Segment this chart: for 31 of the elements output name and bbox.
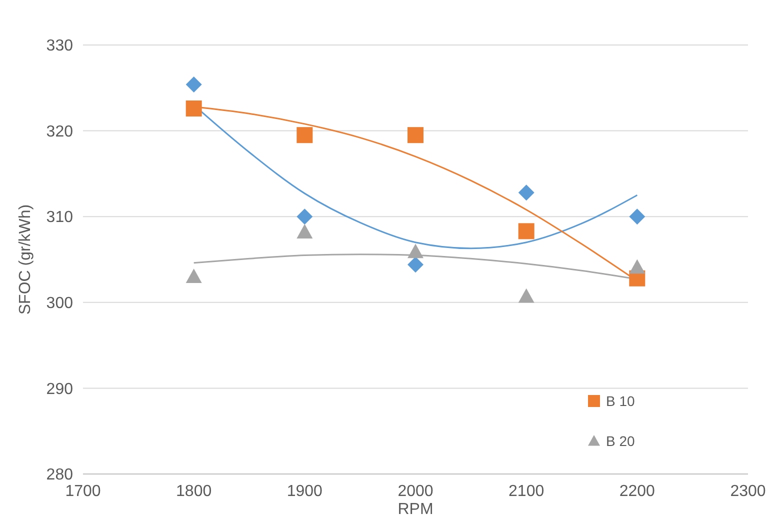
point	[296, 224, 313, 238]
x-tick-label: 1800	[176, 483, 212, 500]
y-tick-label: 290	[46, 380, 74, 398]
x-axis-title: RPM	[398, 501, 434, 518]
x-tick-label: 2100	[508, 483, 544, 500]
x-tick-label: 2300	[730, 483, 766, 500]
x-tick-label: 1700	[65, 483, 101, 500]
point	[629, 259, 646, 274]
point	[186, 76, 202, 92]
point	[296, 208, 313, 225]
point	[629, 208, 646, 225]
point	[296, 127, 313, 144]
point	[408, 127, 424, 144]
legend-label: B 10	[606, 392, 636, 409]
y-axis-title: SFOC (gr/kWh)	[17, 204, 34, 315]
point	[186, 268, 202, 284]
point	[186, 100, 202, 116]
point	[518, 184, 534, 201]
y-tick-label: 330	[46, 38, 74, 55]
y-tick-label: 320	[46, 123, 74, 140]
y-tick-label: 310	[46, 209, 74, 226]
y-tick-label: 280	[46, 466, 74, 484]
y-tick-label: 300	[46, 295, 74, 312]
point	[408, 244, 424, 258]
point	[518, 223, 534, 240]
x-tick-label: 2200	[619, 483, 656, 500]
point	[518, 288, 534, 303]
x-tick-label: 1900	[286, 483, 323, 500]
point	[408, 256, 424, 273]
x-tick-label: 2000	[398, 483, 434, 500]
legend-label: B 20	[606, 432, 636, 449]
